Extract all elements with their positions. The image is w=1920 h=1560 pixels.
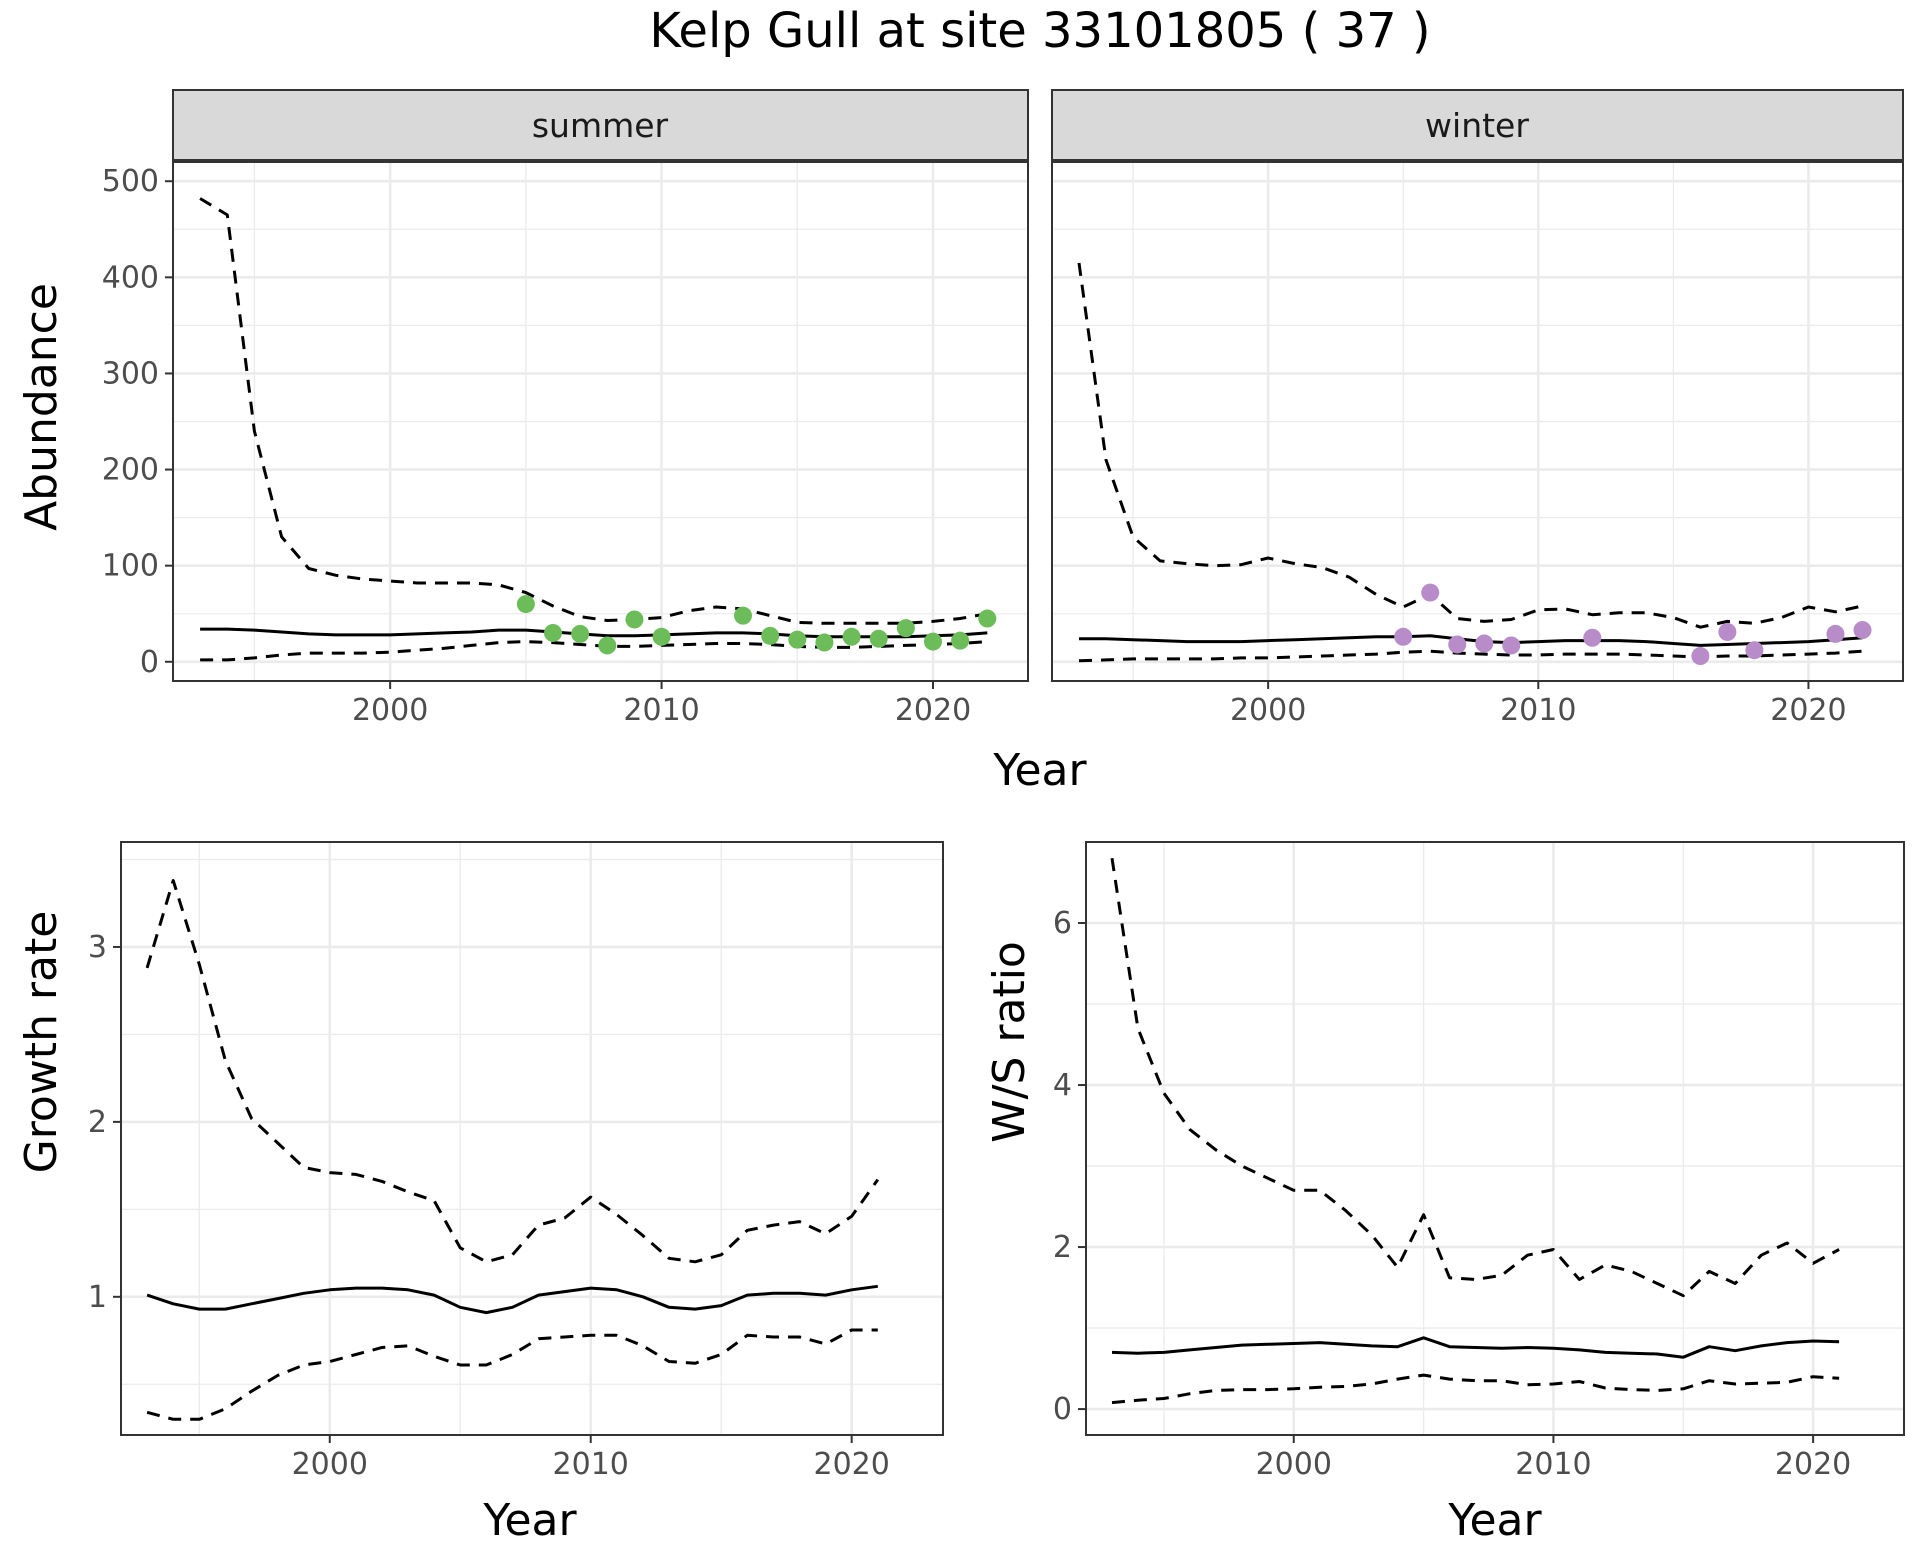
winter-panel: winter 2000 2010 2020 [1051,89,1904,728]
summer-lower-line [200,640,988,662]
winter-mid-line [1079,634,1863,647]
summer-count-point [869,629,888,648]
winter-count-point [1745,641,1764,660]
winter-count-point [1394,627,1413,646]
summer-count-point [598,636,617,655]
summer-panel-border [172,161,1029,682]
x-tick-label: 2020 [813,1447,889,1482]
x-tick-label: 2020 [1775,1447,1851,1482]
growth-mid-line [146,1284,878,1315]
winter-count-point [1826,624,1845,643]
ratio-mid-line [1111,1336,1840,1359]
x-tick-label: 2020 [895,693,971,728]
summer-count-point [734,606,752,625]
y-tick-label: 6 [1053,906,1072,941]
summer-count-point [924,632,942,651]
y-tick-label: 400 [102,260,159,295]
y-tick-label: 0 [1053,1392,1072,1427]
summer-count-point [896,619,915,638]
y-tick-label: 500 [102,164,159,199]
winter-lower-line [1078,649,1863,663]
ratio-plot [1110,857,1840,1405]
y-tick-label: 200 [102,453,159,488]
winter-upper-line [1077,262,1863,629]
y-tick-label: 2 [1053,1230,1072,1265]
y-tick-label: 2 [88,1105,107,1140]
summer-count-point [815,633,834,652]
y-tick-label: 100 [102,549,159,584]
growth-y-axis-title: Growth rate [16,911,67,1174]
x-tick-label: 2000 [292,1447,368,1482]
ratio-lower-line [1111,1373,1840,1405]
x-tick-label: 2000 [352,693,428,728]
winter-grid [1052,162,1903,681]
winter-count-point [1691,647,1710,666]
summer-count-point [761,626,780,645]
summer-panel: summer 2000 2010 2020 0 100 200 300 400 500 [102,89,1029,728]
growth-upper-line [145,879,880,1264]
winter-count-point [1502,636,1521,655]
winter-plot [1077,262,1872,666]
y-tick-label: 3 [88,930,107,965]
summer-count-point [625,610,644,629]
winter-count-point [1475,634,1494,653]
summer-count-point [516,595,535,614]
x-tick-label: 2010 [553,1447,629,1482]
winter-strip [1051,89,1904,161]
summer-plot [199,197,997,662]
growth-x-axis-title: Year [482,1495,577,1546]
growth-lower-line [146,1328,878,1421]
summer-count-point [842,627,861,646]
summer-count-point [652,627,671,646]
summer-count-point [571,624,590,643]
y-tick-label: 0 [140,645,159,680]
ratio-grid [1086,841,1904,1435]
x-tick-label: 2000 [1230,693,1306,728]
y-tick-label: 1 [88,1280,107,1315]
ratio-panel-border [1085,841,1905,1436]
summer-upper-line [199,197,988,625]
abundance-y-axis-title: Abundance [16,283,67,531]
abundance-x-axis-title: Year [992,745,1087,796]
growth-panel-border [120,841,944,1436]
summer-strip-label: summer [532,106,669,145]
growth-plot [145,879,880,1421]
ratio-upper-line [1110,857,1840,1298]
ratio-panel: 2000 2010 2020 0 2 4 6 [1053,841,1905,1482]
winter-count-point [1718,622,1737,641]
x-tick-label: 2010 [623,693,699,728]
y-tick-label: 300 [102,356,159,391]
x-tick-label: 2020 [1770,693,1846,728]
ratio-y-axis-title: W/S ratio [984,941,1035,1143]
summer-grid [173,162,1028,681]
y-tick-label: 4 [1053,1068,1072,1103]
growth-grid [121,842,943,1435]
summer-count-point [951,631,970,650]
winter-count-point [1448,635,1467,654]
winter-count-point [1583,628,1602,647]
summer-count-point [788,630,807,649]
winter-strip-label: winter [1425,106,1529,145]
x-tick-label: 2010 [1500,693,1576,728]
growth-panel: 2000 2010 2020 1 2 3 [88,841,944,1482]
ratio-x-axis-title: Year [1447,1495,1542,1546]
winter-panel-border [1051,161,1904,682]
winter-count-point [1421,583,1440,602]
summer-strip [172,89,1029,161]
x-tick-label: 2010 [1515,1447,1591,1482]
figure-title: Kelp Gull at site 33101805 ( 37 ) [649,3,1430,59]
winter-count-point [1853,621,1872,640]
summer-count-point [978,609,997,628]
x-tick-label: 2000 [1256,1447,1332,1482]
summer-mid-line [200,627,988,639]
summer-count-point [544,623,562,642]
